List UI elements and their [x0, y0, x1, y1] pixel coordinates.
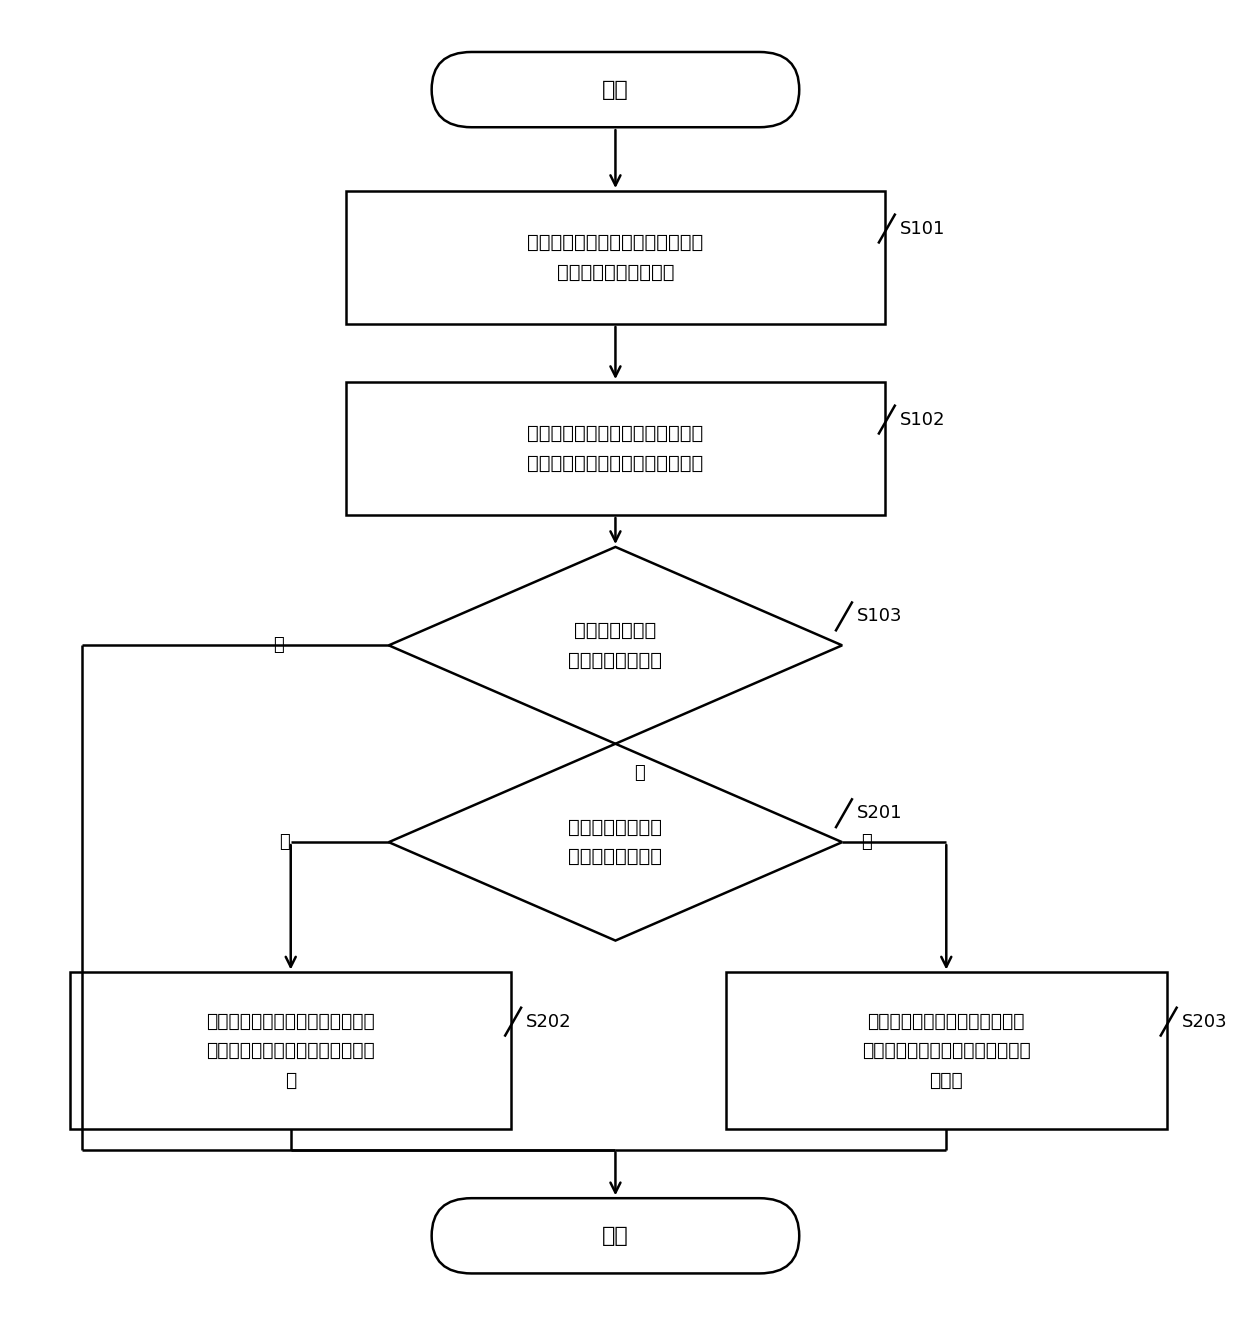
Text: 否: 否	[862, 833, 872, 852]
Polygon shape	[389, 547, 842, 743]
Text: S201: S201	[857, 805, 903, 822]
Text: 根据预设评分标准对环境信息及用
眼数据进行评分，得到视觉疲劳值: 根据预设评分标准对环境信息及用 眼数据进行评分，得到视觉疲劳值	[527, 424, 703, 473]
Text: S203: S203	[1182, 1012, 1228, 1031]
Text: 是: 是	[635, 763, 645, 782]
Bar	[346, 382, 885, 515]
Text: S103: S103	[857, 607, 903, 626]
Text: S101: S101	[900, 219, 945, 238]
Bar	[71, 972, 511, 1128]
Text: 发送第一提示信息至预设输出设
备，以使预设输出设备输出第一提
示信息: 发送第一提示信息至预设输出设 备，以使预设输出设备输出第一提 示信息	[862, 1012, 1030, 1090]
Text: 是: 是	[279, 833, 290, 852]
Text: 开始: 开始	[603, 80, 629, 100]
Bar	[346, 191, 885, 324]
Text: 否: 否	[273, 636, 284, 654]
FancyBboxPatch shape	[432, 1198, 800, 1273]
Text: 发送第一提示信息至观看对象，以
使观看对象对第一提示信息进行显
示: 发送第一提示信息至观看对象，以 使观看对象对第一提示信息进行显 示	[206, 1012, 376, 1090]
Bar	[725, 972, 1167, 1128]
Polygon shape	[389, 743, 842, 940]
Text: S202: S202	[526, 1012, 572, 1031]
Text: 判断视觉疲劳值
是否超过第一阈值: 判断视觉疲劳值 是否超过第一阈值	[568, 622, 662, 670]
Text: 结束: 结束	[603, 1226, 629, 1246]
Text: S102: S102	[900, 410, 945, 429]
Text: 当检测到用户处于用眼状态时，获
取环境信息及用眼数据: 当检测到用户处于用眼状态时，获 取环境信息及用眼数据	[527, 233, 703, 282]
FancyBboxPatch shape	[432, 52, 800, 127]
Text: 判断用户的观看对
象是否为显示设备: 判断用户的观看对 象是否为显示设备	[568, 818, 662, 866]
